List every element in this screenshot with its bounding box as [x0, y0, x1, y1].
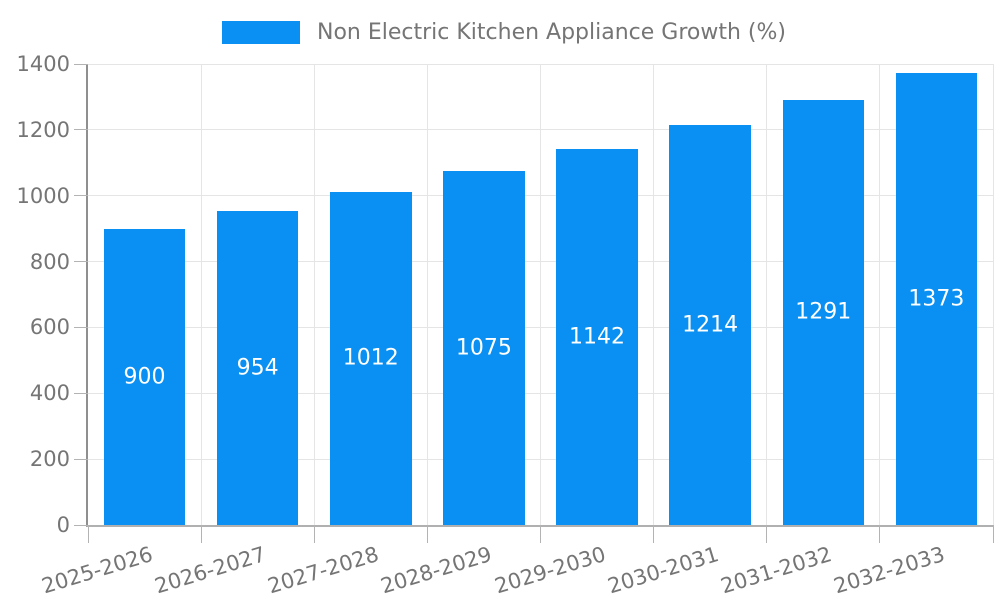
gridline-vertical — [653, 64, 655, 525]
y-axis-tick-label: 200 — [29, 447, 70, 472]
x-axis-label: 2031-2032 — [717, 542, 835, 599]
bar-value-label: 1012 — [342, 345, 399, 371]
plot-area: 0 200 400 600 800 1000 1200 1400 900 2025-2026 954… — [17, 52, 994, 598]
y-axis-tick — [74, 63, 88, 65]
x-axis-tick — [653, 525, 655, 543]
bar-2026-2027: 954 — [216, 210, 299, 525]
y-axis-tick — [74, 524, 88, 526]
gridline-vertical — [879, 64, 881, 525]
gridline-vertical — [200, 64, 202, 525]
x-axis-tick — [992, 525, 994, 543]
x-axis-label: 2029-2030 — [491, 542, 609, 599]
x-axis-tick — [426, 525, 428, 543]
x-axis-label: 2025-2026 — [39, 542, 156, 599]
x-axis-tick — [540, 525, 541, 543]
y-axis-tick — [74, 326, 88, 328]
bar-2031-2032: 1291 — [782, 99, 865, 525]
y-axis-tick — [74, 129, 88, 131]
y-axis-tick-label: 800 — [29, 249, 70, 274]
y-axis-tick — [74, 392, 88, 394]
bar-2030-2031: 1214 — [669, 125, 751, 525]
gridline-vertical — [313, 64, 315, 525]
gridline-vertical — [540, 64, 541, 525]
bar-value-label: 954 — [236, 355, 279, 381]
bar-2025-2026: 900 — [103, 228, 186, 525]
bar-value-label: 1214 — [682, 312, 739, 338]
bar-2028-2029: 1075 — [443, 171, 525, 525]
bar-2032-2033: 1373 — [895, 72, 978, 525]
y-axis-tick-label: 600 — [29, 315, 70, 340]
y-axis-tick — [74, 195, 88, 197]
x-axis-tick — [200, 525, 202, 543]
x-axis-tick — [879, 525, 881, 543]
x-axis-tick — [313, 525, 315, 543]
y-axis-tick-label: 0 — [56, 513, 70, 537]
bar-2027-2028: 1012 — [330, 191, 412, 525]
gridline-vertical — [766, 64, 768, 525]
x-axis-label: 2030-2031 — [604, 542, 722, 599]
x-axis-label: 2026-2027 — [152, 542, 269, 599]
bar-value-label: 1142 — [569, 324, 626, 350]
legend-label: Non Electric Kitchen Appliance Growth (%… — [317, 20, 786, 45]
y-axis-tick — [74, 261, 88, 263]
y-axis-tick-label: 1400 — [16, 52, 70, 76]
x-axis-label: 2032-2033 — [830, 542, 948, 599]
bar-2029-2030: 1142 — [556, 148, 638, 525]
bar-value-label: 1291 — [795, 299, 852, 325]
chart-legend: Non Electric Kitchen Appliance Growth (%… — [222, 20, 786, 45]
gridline-vertical — [992, 64, 994, 525]
x-axis-label: 2028-2029 — [378, 542, 495, 599]
bar-value-label: 1373 — [908, 286, 965, 312]
gridline-vertical — [426, 64, 428, 525]
bar-value-label: 900 — [123, 364, 166, 390]
x-axis-tick — [766, 525, 768, 543]
x-axis-label: 2027-2028 — [265, 542, 382, 599]
legend-swatch — [222, 21, 300, 44]
bar-value-label: 1075 — [455, 335, 512, 361]
y-axis-tick-label: 1200 — [16, 117, 70, 142]
y-axis-tick-label: 400 — [29, 381, 70, 406]
y-axis-tick-label: 1000 — [16, 183, 70, 208]
x-axis-tick — [87, 525, 89, 543]
y-axis-tick — [74, 458, 88, 460]
